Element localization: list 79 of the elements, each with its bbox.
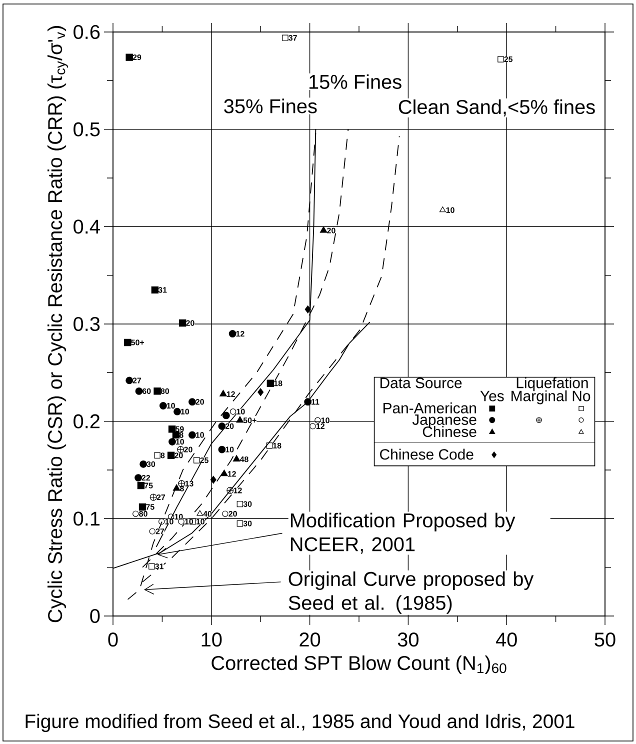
point <box>159 402 167 410</box>
point <box>140 460 148 468</box>
legend-title: Data Source <box>380 378 462 388</box>
annotation: Liquefation <box>516 377 588 392</box>
point <box>188 431 196 439</box>
point <box>196 510 204 516</box>
y-tick-label: 0.2 <box>74 414 100 428</box>
point <box>210 476 216 484</box>
point <box>498 56 504 62</box>
point <box>236 500 244 508</box>
y-axis-title: Cyclic Stress Ratio (CSR) or Cyclic Resistance Ratio (CRR) (τ$_{cy}$/σ'$_{v}$) <box>48 26 68 622</box>
annotation: Clean Sand,<5% fines <box>398 99 595 116</box>
point <box>132 510 139 517</box>
point <box>236 520 244 527</box>
point <box>138 503 146 511</box>
point <box>228 330 236 338</box>
point <box>220 470 228 476</box>
y-tick-label: 0 <box>90 608 100 624</box>
point <box>126 54 133 61</box>
point <box>222 412 230 420</box>
annotation: 15% Fines <box>310 74 402 89</box>
point <box>222 510 228 517</box>
point <box>150 494 157 501</box>
point <box>168 438 176 446</box>
y-tick-label: 0.1 <box>74 512 100 526</box>
text: Figure modified from Seed et al., 1985 and Youd and Idris, 2001 <box>26 714 574 732</box>
point <box>148 563 155 570</box>
point <box>304 305 311 314</box>
point <box>266 442 273 449</box>
point <box>194 457 200 464</box>
point <box>230 408 236 415</box>
point <box>137 482 145 490</box>
point <box>126 376 134 384</box>
y-tick-label: 0.4 <box>74 220 100 234</box>
point <box>314 417 321 424</box>
y-tick-label: 0.3 <box>74 316 100 332</box>
point <box>134 474 142 482</box>
legend-label: Pan-American <box>384 402 476 414</box>
point <box>439 206 446 212</box>
x-tick-label: 40 <box>496 632 517 647</box>
point <box>135 387 143 395</box>
point <box>151 286 159 294</box>
point <box>154 388 161 395</box>
x-tick-label: 50 <box>594 632 616 647</box>
point <box>266 380 274 387</box>
legend-label: Chinese <box>422 426 476 438</box>
point <box>220 390 227 396</box>
point <box>167 452 175 459</box>
point <box>188 398 196 406</box>
annotation: Original Curve proposed by Seed et al. (1985) <box>288 571 534 614</box>
point <box>218 422 226 430</box>
point <box>149 528 156 534</box>
point <box>154 452 160 458</box>
y-tick-label: 0.5 <box>74 122 100 136</box>
x-tick-label: 0 <box>108 632 118 647</box>
point <box>282 34 288 41</box>
x-tick-label: 10 <box>202 632 222 647</box>
point <box>124 338 132 346</box>
point <box>174 408 181 416</box>
point <box>304 398 312 406</box>
x-axis-title: Corrected SPT Blow Count (N$_{1}$)$_{60}$ <box>212 655 506 674</box>
annotation: No <box>572 390 590 402</box>
point <box>178 319 186 327</box>
annotation: Marginal <box>512 390 567 404</box>
annotation: 35% Fines <box>224 98 317 114</box>
annotation: Modification Proposed by NCEER, 2001 <box>290 512 516 554</box>
y-tick-label: 0.6 <box>74 24 100 40</box>
point <box>258 388 264 396</box>
point <box>218 446 226 454</box>
annotation: Yes <box>480 390 504 402</box>
point <box>232 455 240 462</box>
point <box>172 484 180 491</box>
point <box>226 486 234 494</box>
legend-label: Japanese <box>412 414 476 428</box>
point <box>236 416 244 423</box>
x-tick-label: 20 <box>300 632 320 647</box>
point <box>320 226 328 233</box>
legend-label: Chinese Code <box>380 448 474 460</box>
x-tick-label: 30 <box>398 632 418 647</box>
